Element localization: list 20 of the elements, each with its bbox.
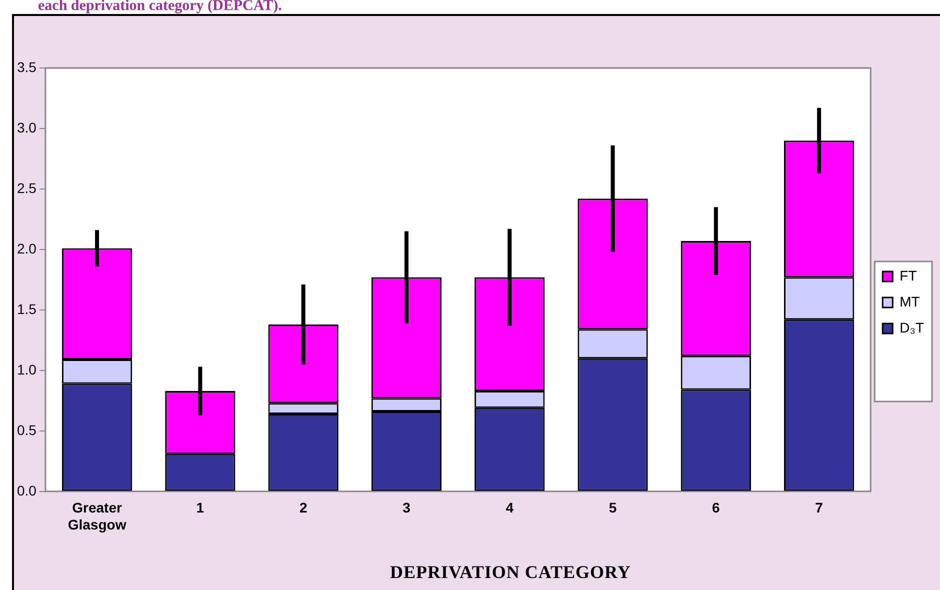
x-tick-label: 1 <box>196 500 204 516</box>
legend-label: MT <box>900 293 920 310</box>
y-tick-label: 3.5 <box>16 58 37 75</box>
y-tick-label: 0.5 <box>16 422 37 438</box>
x-tick-label: 6 <box>712 500 720 516</box>
x-tick-label: 5 <box>608 500 617 516</box>
x-tick-label: 4 <box>506 500 514 516</box>
legend-label: FT <box>900 267 918 284</box>
y-tick-label: 0.0 <box>16 482 37 498</box>
y-tick-label: 2.5 <box>16 180 37 196</box>
y-tick-label: 3.0 <box>16 119 37 136</box>
y-tick-label: 1.0 <box>16 361 37 378</box>
x-tick-label: 7 <box>815 500 824 516</box>
x-tick-label: Greater Glasgow <box>68 500 126 532</box>
y-tick-label: 2.0 <box>16 240 37 256</box>
x-tick-label: 3 <box>402 500 411 516</box>
x-axis-title: DEPRIVATION CATEGORY <box>390 562 631 583</box>
legend-label: D₃T <box>900 319 924 336</box>
y-tick-label: 1.5 <box>16 300 37 317</box>
x-tick-label: 2 <box>299 500 308 516</box>
